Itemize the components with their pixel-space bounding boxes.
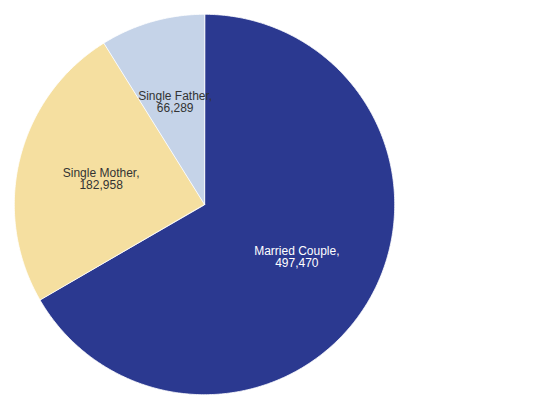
svg-text:Married Couple,497,470: Married Couple,497,470 bbox=[254, 244, 339, 270]
svg-text:Single Father,66,289: Single Father,66,289 bbox=[138, 89, 212, 115]
svg-text:Single Mother,182,958: Single Mother,182,958 bbox=[63, 166, 140, 192]
